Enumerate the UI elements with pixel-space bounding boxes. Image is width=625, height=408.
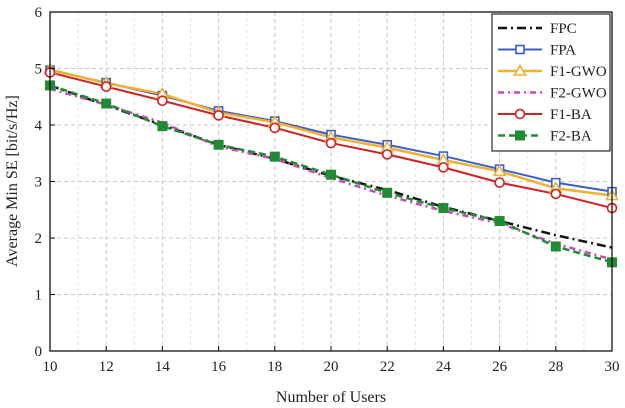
data-point-f1-ba [325,137,337,149]
data-point-f2-ba [101,98,112,109]
data-point-f2-ba [550,241,561,252]
y-tick-label: 0 [35,344,43,360]
y-tick-label: 1 [35,288,43,304]
data-point-f2-ba [438,203,449,214]
x-tick-label: 18 [267,359,282,375]
legend: FPC FPA F1-GWO F2-GWO F1-BA F2-BA [491,13,611,152]
data-point-f1-ba [550,188,562,200]
legend-marker-fpa [515,44,525,55]
series-line-f2-ba [49,84,613,264]
legend-marker-f1-ba [514,108,526,120]
legend-label-f2-gwo: F2-GWO [550,86,607,102]
data-point-f1-ba [100,81,112,92]
x-tick-labels: 10 12 14 16 18 20 22 24 26 28 30 [43,359,620,375]
x-tick-label: 12 [99,359,114,375]
y-tick-label: 2 [35,231,43,247]
axis-ticks [49,11,613,352]
data-point-f2-ba [382,187,393,198]
legend-label-fpa: FPA [550,43,576,59]
y-tick-label: 6 [35,5,43,21]
legend-box [491,13,611,152]
legend-marker-f2-ba [515,130,525,141]
x-tick-label: 30 [605,359,620,375]
legend-marker-f1-gwo [513,63,527,76]
x-axis-title: Number of Users [276,389,386,406]
legend-label-fpc: FPC [550,21,577,37]
data-point-f2-ba [269,151,280,162]
data-point-f1-ba [269,122,281,134]
x-tick-label: 28 [548,359,563,375]
x-tick-label: 14 [155,359,171,375]
data-point-f1-ba [157,95,168,107]
x-tick-label: 20 [324,359,339,375]
data-point-f1-ba [438,162,449,173]
data-point-f2-ba [326,169,336,180]
x-tick-label: 10 [43,359,58,375]
legend-label-f2-ba: F2-BA [550,129,592,145]
x-tick-label: 16 [211,359,227,375]
x-tick-label: 22 [380,359,395,375]
x-tick-label: 26 [492,359,508,375]
y-tick-label: 3 [35,175,43,191]
data-point-f1-gwo [492,164,507,177]
y-tick-label: 4 [35,118,43,134]
x-tick-label: 24 [436,359,452,375]
data-point-f1-ba [494,177,505,188]
data-point-f1-ba [213,110,224,121]
legend-label-f1-ba: F1-BA [550,107,592,123]
data-point-f2-ba [494,216,505,227]
y-tick-labels: 0 1 2 3 4 5 6 [35,5,43,360]
legend-label-f1-gwo: F1-GWO [550,64,607,80]
data-point-f1-ba [381,149,393,160]
y-tick-label: 5 [35,62,43,78]
y-axis-title: Average Min SE [bit/s/Hz] [4,95,21,267]
data-point-f2-ba [157,121,168,132]
data-point-f2-ba [213,139,224,150]
series-line-f2-gwo [49,87,613,261]
